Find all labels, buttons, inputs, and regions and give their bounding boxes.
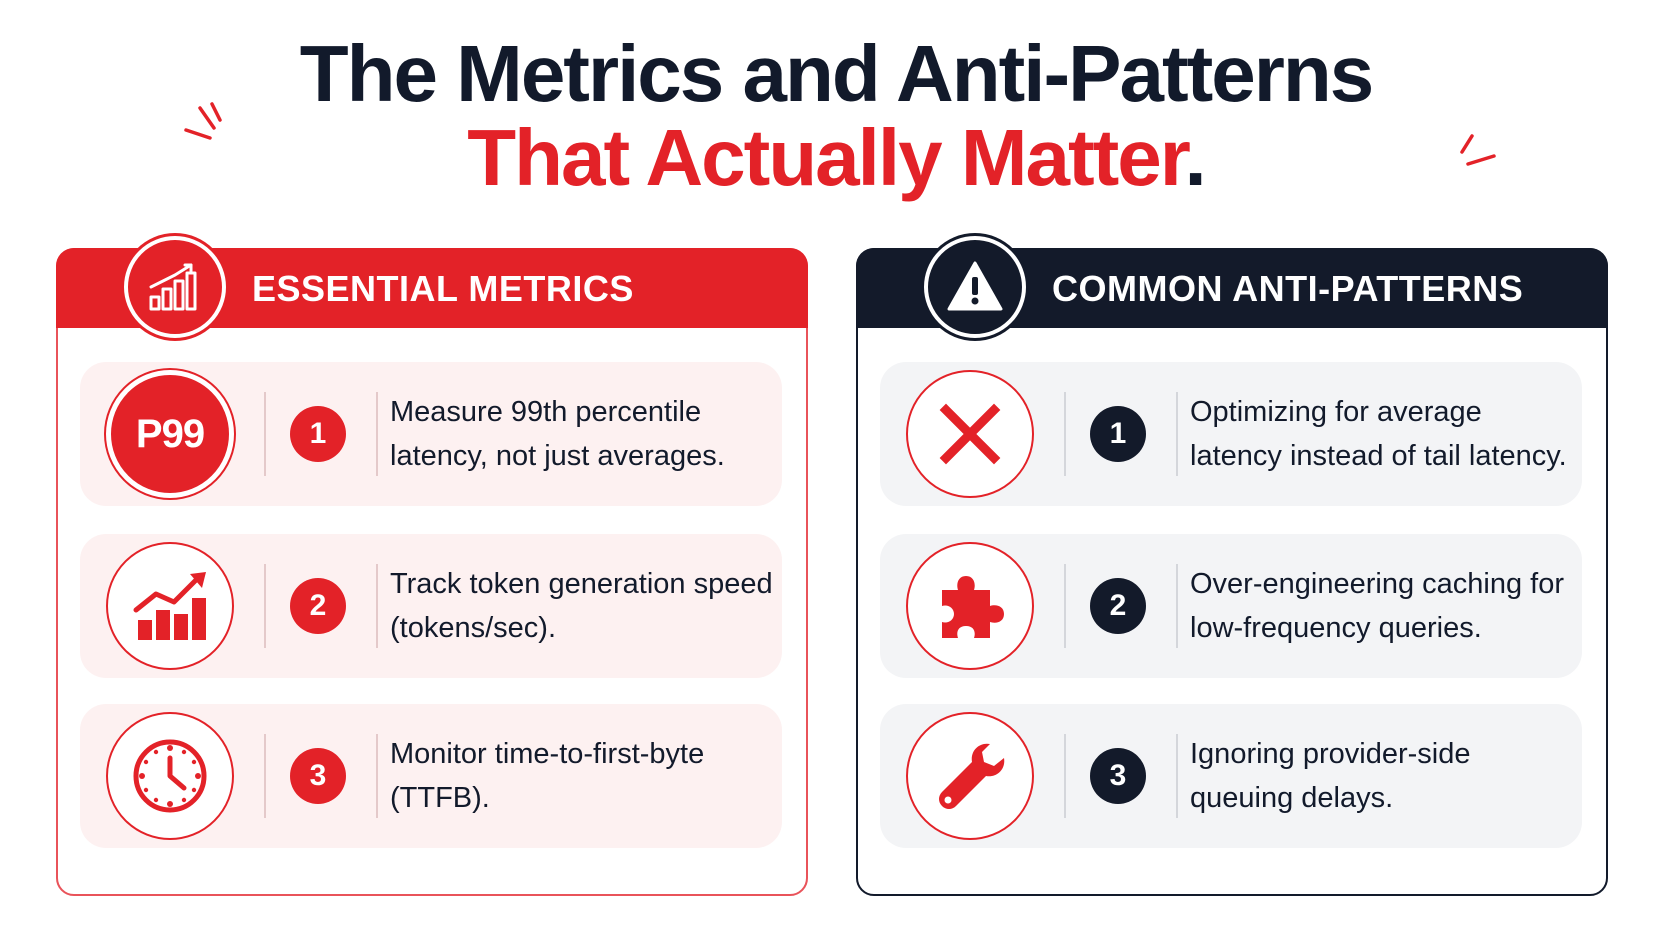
divider — [1064, 392, 1066, 476]
accent-burst-right-icon — [1448, 130, 1508, 180]
item-number: 2 — [290, 578, 346, 634]
anti-pattern-text: Over-engineering caching for low-frequen… — [1190, 568, 1564, 644]
metric-item: 3 Monitor time-to-first-byte (TTFB). — [80, 704, 782, 848]
page-title-line-1: The Metrics and Anti-Patterns — [299, 29, 1375, 118]
divider — [1064, 734, 1066, 818]
divider — [264, 564, 266, 648]
divider — [1176, 734, 1178, 818]
page-title-line-2: That Actually Matter. — [0, 108, 1672, 208]
trending-up-chart-icon — [106, 542, 234, 670]
common-anti-patterns-title: COMMON ANTI-PATTERNS — [1052, 268, 1524, 309]
divider — [376, 392, 378, 476]
metric-text: Monitor time-to-first-byte (TTFB). — [390, 738, 705, 814]
anti-pattern-text: Ignoring provider-side queuing delays. — [1190, 738, 1471, 814]
anti-pattern-item: 1 Optimizing for average latency instead… — [880, 362, 1582, 506]
puzzle-piece-icon — [906, 542, 1034, 670]
wrench-icon — [906, 712, 1034, 840]
divider — [264, 392, 266, 476]
item-number: 3 — [1090, 748, 1146, 804]
warning-icon — [924, 236, 1026, 338]
item-number: 1 — [1090, 406, 1146, 462]
item-number: 1 — [290, 406, 346, 462]
p99-badge-icon: P99 — [106, 370, 234, 498]
essential-metrics-header: ESSENTIAL METRICS — [56, 236, 808, 338]
metric-item: 2 Track token generation speed (tokens/s… — [80, 534, 782, 678]
anti-pattern-text: Optimizing for average latency instead o… — [1190, 396, 1567, 472]
metric-text: Measure 99th percentile latency, not jus… — [390, 396, 725, 472]
accent-burst-left-icon — [180, 100, 240, 150]
common-anti-patterns-header: COMMON ANTI-PATTERNS — [856, 236, 1608, 338]
divider — [376, 734, 378, 818]
x-mark-icon — [906, 370, 1034, 498]
item-number: 3 — [290, 748, 346, 804]
divider — [264, 734, 266, 818]
p99-badge-text: P99 — [135, 411, 205, 456]
item-number: 2 — [1090, 578, 1146, 634]
divider — [1064, 564, 1066, 648]
divider — [1176, 564, 1178, 648]
essential-metrics-title: ESSENTIAL METRICS — [252, 268, 634, 309]
bar-chart-icon — [124, 236, 226, 338]
anti-pattern-item: 3 Ignoring provider-side queuing delays. — [880, 704, 1582, 848]
divider — [376, 564, 378, 648]
page-title-period: . — [1184, 113, 1206, 202]
metric-item: P99 1 Measure 99th percentile latency, n… — [80, 362, 782, 506]
clock-icon — [106, 712, 234, 840]
page-title-accent: That Actually Matter — [467, 113, 1186, 202]
anti-pattern-item: 2 Over-engineering caching for low-frequ… — [880, 534, 1582, 678]
common-anti-patterns-panel: COMMON ANTI-PATTERNS 1 Optimizing for av… — [856, 236, 1608, 896]
metric-text: Track token generation speed (tokens/sec… — [390, 568, 773, 644]
essential-metrics-panel: ESSENTIAL METRICS P99 1 Measure 99th per… — [56, 236, 808, 896]
divider — [1176, 392, 1178, 476]
